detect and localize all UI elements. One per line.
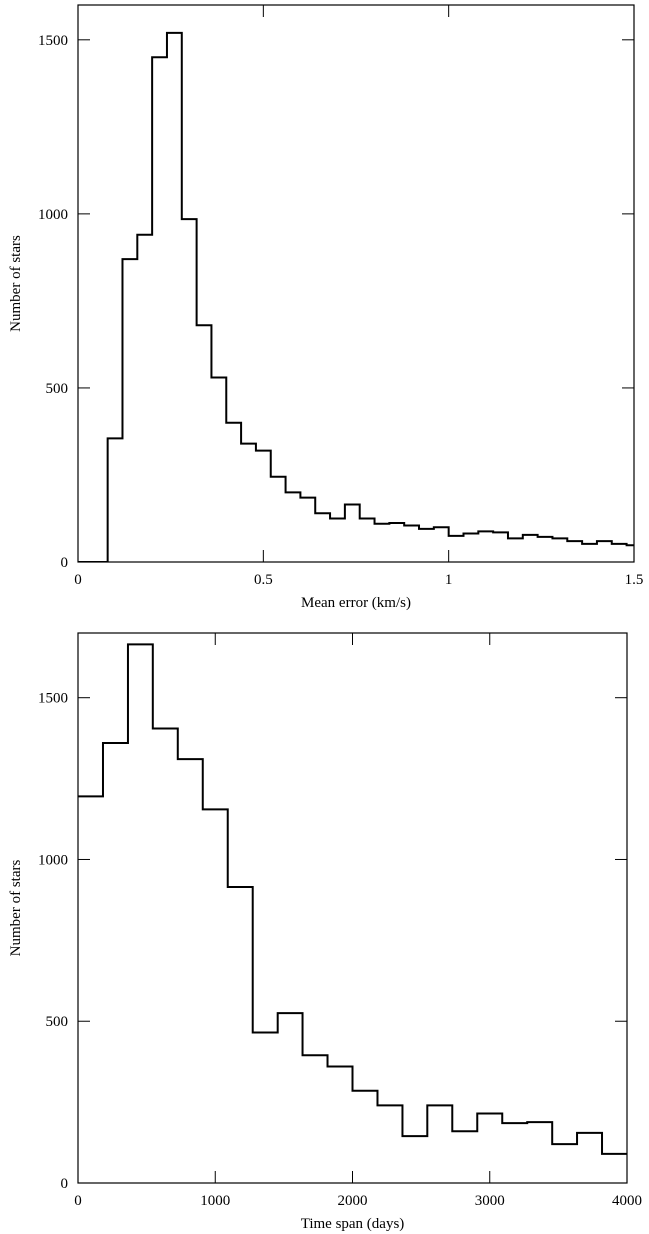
y-tick-label: 0 (61, 1176, 69, 1192)
x-tick-label: 2000 (338, 1193, 368, 1209)
x-tick-label: 1000 (200, 1193, 230, 1209)
x-tick-label: 0.5 (254, 572, 273, 588)
plot-frame (77, 4, 635, 563)
x-tick-label: 1 (445, 572, 453, 588)
y-tick-label: 1500 (38, 691, 68, 707)
y-tick-label: 1000 (38, 207, 68, 223)
x-axis-label: Mean error (km/s) (301, 595, 411, 611)
y-axis-label: Number of stars (8, 860, 24, 957)
x-tick-label: 0 (74, 572, 82, 588)
histogram-line (78, 643, 627, 1155)
y-tick-label: 500 (46, 1014, 69, 1030)
y-tick-label: 1000 (38, 852, 68, 868)
y-tick-label: 1500 (38, 33, 68, 49)
histogram-line (78, 31, 634, 562)
x-tick-label: 3000 (475, 1193, 505, 1209)
y-axis-label: Number of stars (8, 235, 24, 332)
x-axis-label: Time span (days) (301, 1216, 405, 1232)
y-tick-label: 500 (46, 381, 69, 397)
y-tick-label: 0 (61, 555, 69, 571)
x-tick-label: 4000 (612, 1193, 642, 1209)
plot-frame (77, 632, 628, 1184)
x-tick-label: 1.5 (625, 572, 644, 588)
x-tick-label: 0 (74, 1193, 82, 1209)
